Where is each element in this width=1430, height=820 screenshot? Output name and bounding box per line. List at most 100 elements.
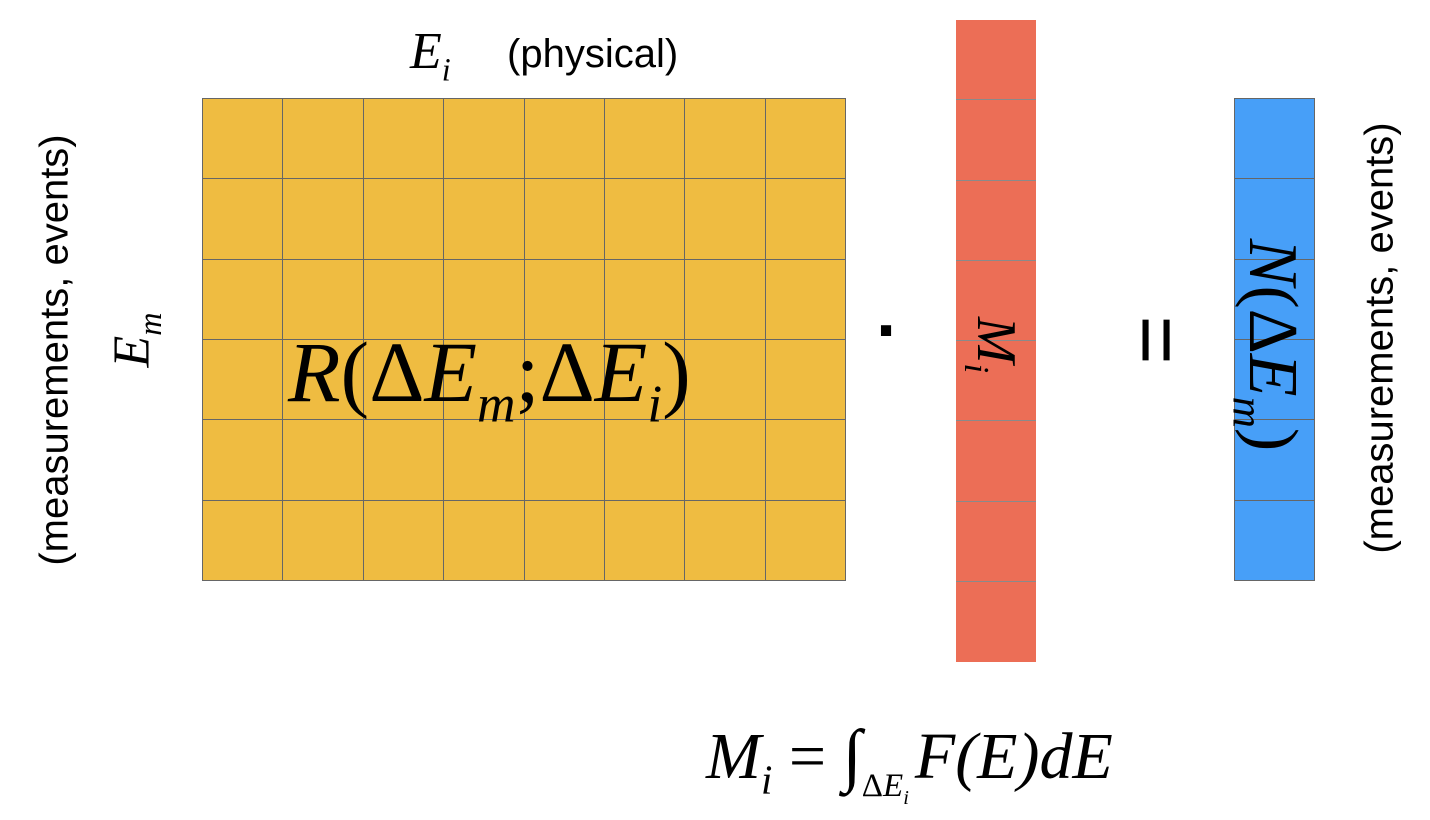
measured-subscript: m bbox=[1223, 396, 1272, 428]
n-vector-cell bbox=[1235, 259, 1315, 340]
matrix-cell bbox=[604, 340, 686, 421]
matrix-cell bbox=[524, 99, 605, 180]
matrix-cell bbox=[203, 420, 284, 501]
separator: ; bbox=[515, 324, 540, 420]
matrix-cell bbox=[363, 179, 445, 260]
matrix-cell bbox=[685, 259, 766, 340]
matrix-cell bbox=[765, 420, 846, 501]
matrix-cell bbox=[283, 179, 364, 260]
energy-symbol: E bbox=[1234, 353, 1311, 397]
matrix-cell bbox=[283, 420, 364, 501]
physical-subscript: i bbox=[647, 373, 663, 434]
matrix-cell bbox=[283, 340, 364, 421]
matrix-cell bbox=[524, 179, 605, 260]
matrix-cell bbox=[765, 259, 846, 340]
matrix-cell bbox=[444, 259, 525, 340]
matrix-cell bbox=[765, 179, 846, 260]
matrix-cell bbox=[765, 340, 846, 421]
energy-symbol: E bbox=[594, 324, 648, 420]
matrix-cell bbox=[283, 99, 364, 180]
m-vector-cell bbox=[956, 100, 1036, 181]
m-vector-cell bbox=[956, 261, 1036, 341]
integral-sign: ∫ bbox=[842, 717, 862, 794]
column-axis-subscript: i bbox=[441, 51, 451, 88]
response-matrix-label: R(ΔEm;ΔEi) bbox=[288, 322, 691, 430]
delta-symbol: Δ bbox=[369, 324, 425, 420]
matrix-cell bbox=[685, 500, 766, 581]
matrix-cell bbox=[363, 99, 445, 180]
integral-limit: ΔEi bbox=[861, 768, 909, 808]
close-paren: ) bbox=[1234, 427, 1311, 452]
m-symbol: M bbox=[965, 316, 1027, 364]
matrix-cell bbox=[444, 99, 525, 180]
matrix-cell bbox=[203, 99, 284, 180]
matrix-cell bbox=[604, 420, 686, 501]
n-vector-cell bbox=[1235, 179, 1315, 260]
matrix-cell bbox=[203, 500, 284, 581]
matrix-cell bbox=[685, 420, 766, 501]
m-vector-cell bbox=[956, 421, 1036, 502]
matrix-cell bbox=[363, 259, 445, 340]
m-vector-cell bbox=[956, 502, 1036, 582]
open-paren: ( bbox=[340, 324, 370, 420]
matrix-cell bbox=[604, 179, 686, 260]
matrix-cell bbox=[444, 500, 525, 581]
m-subscript: i bbox=[956, 363, 996, 374]
m-vector-cell bbox=[956, 20, 1036, 101]
row-axis-note: (measurements, events) bbox=[32, 134, 77, 566]
matrix-cell bbox=[524, 259, 605, 340]
n-vector-label: N(ΔEm) bbox=[1224, 238, 1312, 452]
n-vector-cell bbox=[1235, 420, 1315, 501]
matrix-cell bbox=[283, 259, 364, 340]
m-vector-label: Mi bbox=[957, 316, 1028, 373]
matrix-cell bbox=[363, 340, 445, 421]
m-vector-cell bbox=[956, 341, 1036, 422]
n-vector-cell bbox=[1235, 340, 1315, 421]
matrix-cell bbox=[685, 179, 766, 260]
n-symbol: N bbox=[1234, 238, 1311, 286]
matrix-cell bbox=[765, 500, 846, 581]
matrix-cell bbox=[524, 420, 605, 501]
column-axis-variable: E bbox=[410, 23, 442, 80]
matrix-cell bbox=[685, 340, 766, 421]
integrand: F(E)dE bbox=[914, 720, 1113, 793]
n-vector-cell bbox=[1235, 500, 1315, 581]
matrix-cell bbox=[444, 420, 525, 501]
equals-operator: = bbox=[1110, 315, 1205, 365]
right-axis-note: (measurements, events) bbox=[1357, 122, 1402, 554]
m-definition-formula: Mi = ∫ΔEiF(E)dE bbox=[706, 716, 1113, 808]
delta-symbol: Δ bbox=[861, 768, 884, 805]
n-vector bbox=[1234, 98, 1315, 581]
row-axis-subscript: m bbox=[131, 312, 168, 336]
matrix-cell bbox=[444, 179, 525, 260]
m-vector bbox=[956, 20, 1036, 662]
column-axis-label: Ei bbox=[410, 22, 451, 85]
matrix-cell bbox=[363, 420, 445, 501]
row-axis-variable: E bbox=[103, 335, 161, 368]
matrix-cell bbox=[203, 179, 284, 260]
m-symbol: M bbox=[706, 720, 761, 793]
matrix-cell bbox=[363, 500, 445, 581]
energy-symbol: E bbox=[883, 768, 904, 805]
column-axis-note: (physical) bbox=[507, 32, 679, 76]
equals-sign: = bbox=[772, 720, 843, 793]
matrix-cell bbox=[444, 340, 525, 421]
matrix-cell bbox=[524, 340, 605, 421]
m-subscript: i bbox=[760, 757, 773, 803]
matrix-cell bbox=[203, 340, 284, 421]
matrix-cell bbox=[604, 99, 686, 180]
limit-subscript: i bbox=[903, 786, 909, 809]
response-function-symbol: R bbox=[288, 324, 341, 420]
delta-symbol: Δ bbox=[1234, 308, 1311, 354]
energy-symbol: E bbox=[424, 324, 478, 420]
matrix-cell bbox=[685, 99, 766, 180]
dot-operator: · bbox=[876, 291, 900, 371]
matrix-cell bbox=[524, 500, 605, 581]
response-matrix bbox=[202, 98, 846, 581]
row-axis-label: Em bbox=[103, 312, 168, 368]
m-vector-cell bbox=[956, 181, 1036, 261]
measured-subscript: m bbox=[477, 373, 516, 434]
m-vector-cell bbox=[956, 582, 1036, 662]
matrix-cell bbox=[604, 500, 686, 581]
matrix-cell bbox=[765, 99, 846, 180]
